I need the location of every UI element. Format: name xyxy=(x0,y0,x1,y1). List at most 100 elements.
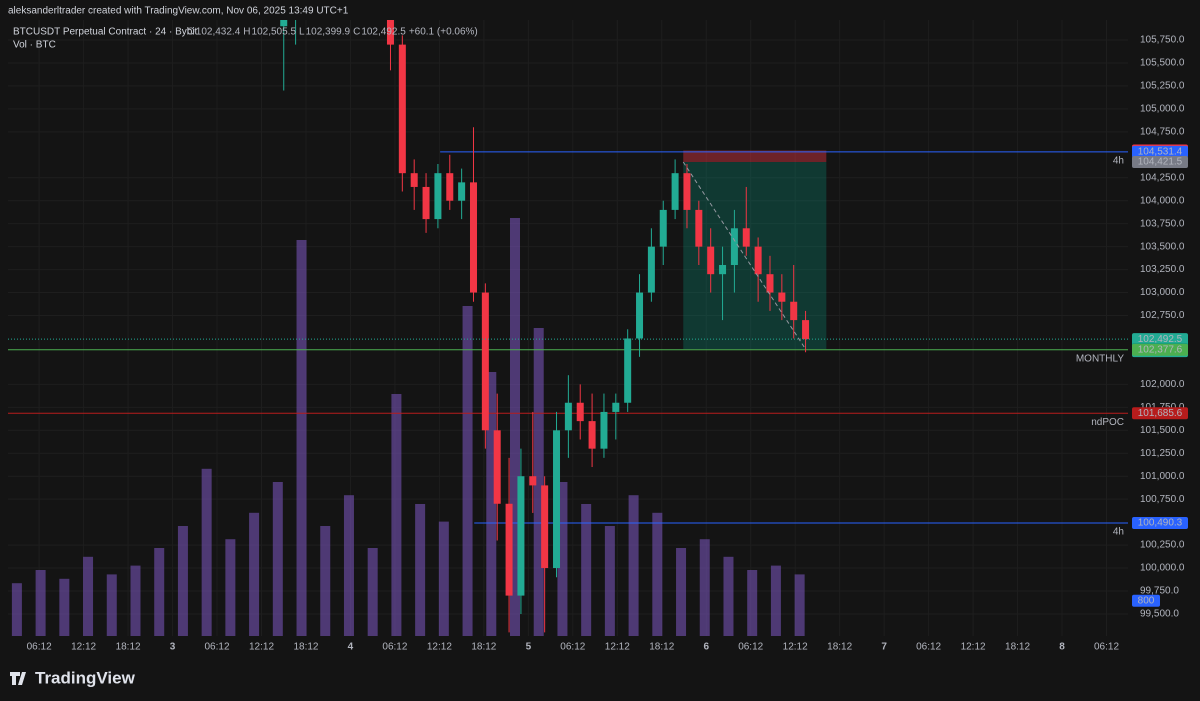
ohlc-key: L xyxy=(299,27,305,38)
y-tick-label: 101,500.0 xyxy=(1140,425,1185,436)
candle-body xyxy=(529,476,537,486)
x-tick-label: 18:12 xyxy=(471,642,496,653)
x-tick-label: 06:12 xyxy=(916,642,941,653)
y-tick-label: 100,000.0 xyxy=(1140,563,1185,574)
x-tick-label: 12:12 xyxy=(427,642,452,653)
candle-body xyxy=(517,476,525,596)
y-tick-label: 104,000.0 xyxy=(1140,195,1185,206)
candle-body xyxy=(541,485,549,569)
candle-body xyxy=(398,44,406,174)
x-tick-label: 12:12 xyxy=(71,642,96,653)
candle-body xyxy=(588,421,596,449)
x-tick-label: 06:12 xyxy=(27,642,52,653)
candle-body xyxy=(659,209,667,247)
volume-bar xyxy=(154,548,165,636)
y-tick-label: 100,250.0 xyxy=(1140,540,1185,551)
volume-bar xyxy=(699,539,710,636)
y-tick-label: 101,000.0 xyxy=(1140,471,1185,482)
volume-bar xyxy=(320,526,331,636)
y-tick-label: 99,500.0 xyxy=(1140,609,1179,620)
level-label: 4h xyxy=(1113,527,1124,538)
candle-body xyxy=(553,430,561,569)
volume-bar xyxy=(557,482,568,636)
candle-body xyxy=(636,292,644,339)
price-label-box xyxy=(1132,343,1188,356)
candle-body xyxy=(683,173,691,210)
ohlc-value: 102,399.9 xyxy=(306,27,351,38)
volume-legend: Vol · BTC xyxy=(13,40,56,51)
volume-bar xyxy=(486,372,497,636)
volume-bar xyxy=(59,578,70,636)
price-label-box xyxy=(1132,156,1188,169)
x-tick-label: 06:12 xyxy=(560,642,585,653)
candle-body xyxy=(446,173,454,201)
price-label-box xyxy=(1132,517,1188,530)
x-tick-label: 12:12 xyxy=(605,642,630,653)
volume-bar xyxy=(343,495,354,636)
x-tick-label: 12:12 xyxy=(249,642,274,653)
volume-bar xyxy=(533,328,544,636)
volume-bar xyxy=(83,556,94,636)
ohlc-key: O xyxy=(187,27,195,38)
candle-body xyxy=(707,246,715,275)
candle-body xyxy=(280,20,288,27)
volume-bar xyxy=(177,526,188,636)
volume-label: 800 xyxy=(1138,595,1155,606)
candle-body xyxy=(754,246,762,275)
x-tick-label: 12:12 xyxy=(961,642,986,653)
ohlc-value: 102,492.5 xyxy=(361,27,406,38)
ohlc-value: 102,432.4 xyxy=(196,27,241,38)
volume-bar xyxy=(249,512,260,636)
candle-body xyxy=(505,503,513,596)
candle-body xyxy=(612,402,620,412)
candle-body xyxy=(600,411,608,449)
volume-bar xyxy=(106,574,117,636)
level-label: ndPOC xyxy=(1091,417,1124,428)
price-label: 102,492.5 xyxy=(1138,334,1183,345)
y-tick-label: 101,250.0 xyxy=(1140,448,1185,459)
x-tick-label: 18:12 xyxy=(827,642,852,653)
x-tick-label: 7 xyxy=(881,642,887,653)
price-label-box xyxy=(1132,407,1188,420)
candle-body xyxy=(434,173,442,220)
candle-body xyxy=(576,402,584,422)
volume-bar xyxy=(462,306,473,636)
candle-body xyxy=(564,402,572,431)
candle-body xyxy=(481,292,489,431)
price-label: 104,531.4 xyxy=(1138,147,1183,158)
y-tick-label: 104,250.0 xyxy=(1140,172,1185,183)
y-tick-label: 102,750.0 xyxy=(1140,310,1185,321)
x-tick-label: 18:12 xyxy=(116,642,141,653)
y-tick-label: 103,000.0 xyxy=(1140,287,1185,298)
volume-label-box xyxy=(1132,594,1160,607)
price-label: 101,685.6 xyxy=(1138,408,1183,419)
candle-body xyxy=(458,182,466,201)
x-tick-label: 06:12 xyxy=(205,642,230,653)
volume-bar xyxy=(438,521,449,636)
y-tick-label: 103,750.0 xyxy=(1140,218,1185,229)
volume-bar xyxy=(794,574,805,636)
x-tick-label: 4 xyxy=(348,642,354,653)
candle-body xyxy=(790,301,798,321)
candle-body xyxy=(647,246,655,293)
volume-bar xyxy=(581,504,592,636)
grid xyxy=(8,20,1128,636)
volume-bar xyxy=(510,218,521,636)
y-tick-label: 103,500.0 xyxy=(1140,241,1185,252)
x-tick-label: 3 xyxy=(170,642,176,653)
x-tick-label: 5 xyxy=(526,642,532,653)
volume-bar xyxy=(272,482,283,636)
y-tick-label: 105,750.0 xyxy=(1140,35,1185,46)
x-tick-label: 6 xyxy=(703,642,709,653)
volume-bar xyxy=(652,512,663,636)
candle-body xyxy=(730,228,738,266)
candle-body xyxy=(742,228,750,247)
volume-bar xyxy=(676,548,687,636)
y-tick-label: 105,500.0 xyxy=(1140,58,1185,69)
volume-bar xyxy=(201,468,212,636)
candle-body xyxy=(624,338,632,403)
volume-bar xyxy=(391,394,402,636)
volume-bar xyxy=(747,570,758,636)
candle-body xyxy=(695,209,703,247)
